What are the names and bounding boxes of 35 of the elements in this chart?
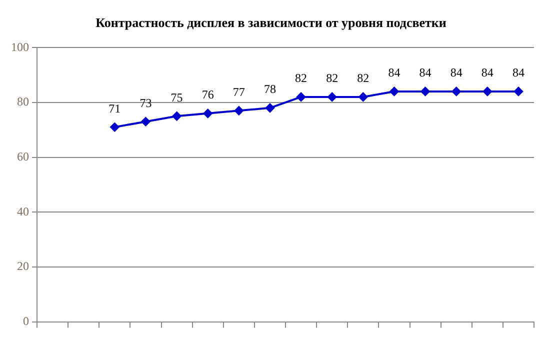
point (390, 86, 399, 96)
data-label: 84 (388, 66, 400, 80)
data-label: 73 (140, 96, 152, 110)
point (203, 108, 212, 118)
point (452, 86, 461, 96)
chart-title: Контрастность дисплея в зависимости от уровня подсветки (96, 15, 447, 30)
y-tick-label: 20 (17, 259, 29, 274)
point (296, 92, 306, 102)
point (328, 92, 337, 102)
data-label: 75 (170, 90, 183, 104)
data-label: 82 (357, 71, 370, 86)
point (358, 92, 368, 102)
data-label: 82 (295, 71, 308, 86)
data-label: 84 (450, 66, 462, 80)
data-label: 82 (326, 71, 338, 86)
point (420, 86, 430, 96)
data-label: 84 (512, 66, 524, 80)
point (482, 86, 492, 96)
point (110, 122, 120, 132)
point (265, 103, 274, 112)
point (172, 112, 182, 121)
y-tick-label: 80 (17, 94, 29, 109)
data-label: 84 (419, 66, 432, 80)
point (141, 117, 150, 126)
data-label: 84 (481, 66, 494, 80)
data-label: 78 (264, 82, 276, 96)
y-tick-label: 60 (17, 149, 29, 164)
y-tick-label: 0 (23, 314, 29, 328)
y-tick-label: 40 (17, 204, 29, 218)
data-label: 76 (202, 88, 214, 102)
point (234, 106, 244, 116)
y-tick-label: 100 (11, 40, 29, 54)
data-label: 77 (232, 84, 245, 99)
data-label: 71 (108, 101, 121, 116)
point (514, 86, 523, 96)
